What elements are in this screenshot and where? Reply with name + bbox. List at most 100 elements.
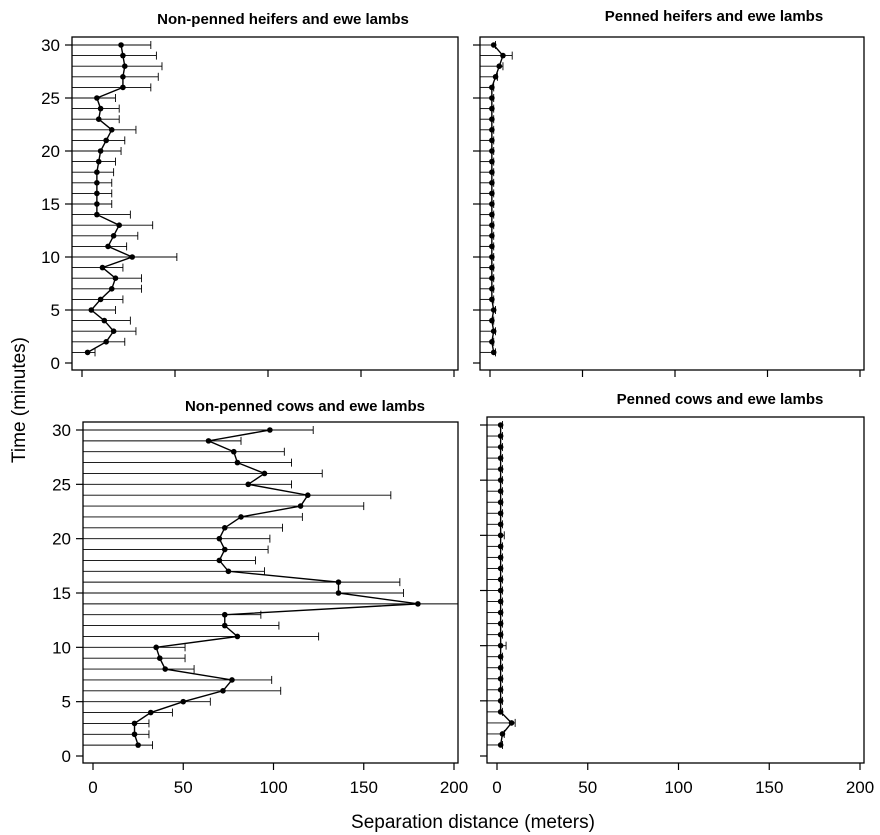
y-tick-label: 20 bbox=[52, 530, 71, 549]
y-tick-label: 0 bbox=[51, 354, 60, 373]
x-tick-label: 0 bbox=[492, 778, 501, 797]
data-point bbox=[489, 211, 495, 218]
data-point bbox=[497, 653, 504, 660]
data-point bbox=[103, 339, 109, 345]
data-point bbox=[221, 622, 228, 629]
data-point bbox=[153, 644, 159, 651]
data-point bbox=[88, 307, 95, 313]
data-point bbox=[489, 137, 495, 144]
data-point bbox=[120, 84, 126, 91]
data-point bbox=[489, 148, 495, 154]
data-point bbox=[216, 535, 223, 542]
data-point bbox=[497, 598, 504, 605]
data-point bbox=[497, 488, 504, 495]
data-point bbox=[497, 609, 504, 616]
data-point bbox=[116, 222, 122, 228]
data-point bbox=[238, 514, 244, 520]
data-point bbox=[129, 254, 136, 260]
data-point bbox=[84, 349, 91, 356]
series-line bbox=[87, 44, 135, 354]
data-point bbox=[221, 611, 228, 618]
plot-frame bbox=[479, 36, 865, 371]
x-tick-label: 150 bbox=[350, 778, 378, 797]
y-tick-label: 15 bbox=[52, 584, 71, 603]
data-point bbox=[490, 42, 497, 48]
data-point bbox=[489, 275, 495, 282]
y-tick-label: 25 bbox=[52, 475, 71, 494]
data-point bbox=[110, 328, 117, 335]
plot-frame bbox=[486, 416, 865, 764]
data-point bbox=[497, 642, 504, 649]
data-point bbox=[234, 633, 241, 640]
data-point bbox=[496, 63, 503, 69]
y-tick-label: 30 bbox=[52, 421, 71, 440]
panel-nonpenned-heifers: Non-penned heifers and ewe lambs 0 5 10 15 20… bbox=[41, 11, 459, 377]
data-point bbox=[297, 503, 304, 509]
data-point bbox=[108, 127, 115, 133]
data-point bbox=[497, 543, 504, 550]
data-point bbox=[162, 666, 168, 672]
data-point bbox=[489, 222, 495, 228]
data-point bbox=[489, 201, 495, 207]
data-point bbox=[497, 532, 504, 539]
data-point bbox=[267, 427, 273, 433]
data-point bbox=[497, 698, 504, 704]
data-point bbox=[216, 557, 223, 564]
panel-penned-cows: Penned cows and ewe lambs 0 50 100 150 200 bbox=[480, 391, 874, 797]
data-point bbox=[497, 422, 504, 428]
data-point bbox=[489, 105, 495, 112]
data-point bbox=[121, 63, 128, 69]
data-point bbox=[497, 709, 504, 715]
data-point bbox=[489, 127, 495, 133]
y-tick-label: 30 bbox=[41, 36, 60, 55]
x-tick-label: 50 bbox=[578, 778, 597, 797]
data-point bbox=[94, 190, 100, 197]
data-point bbox=[497, 444, 504, 450]
data-point bbox=[261, 470, 268, 477]
panel-penned-heifers: Penned heifers and ewe lambs bbox=[473, 8, 865, 377]
x-tick-label: 50 bbox=[174, 778, 193, 797]
plot-frame bbox=[71, 36, 459, 371]
data-point bbox=[490, 349, 497, 356]
x-tick-label: 200 bbox=[846, 778, 874, 797]
data-point bbox=[118, 42, 124, 48]
data-point bbox=[497, 742, 504, 748]
data-point bbox=[497, 687, 504, 693]
data-point bbox=[490, 328, 497, 335]
data-point bbox=[497, 499, 504, 506]
data-point bbox=[94, 95, 100, 101]
y-tick-label: 10 bbox=[41, 248, 60, 267]
data-point bbox=[94, 180, 100, 186]
data-point bbox=[489, 169, 495, 175]
data-point bbox=[415, 601, 421, 607]
data-point bbox=[225, 568, 232, 575]
data-point bbox=[335, 579, 342, 585]
data-point bbox=[105, 243, 111, 250]
data-point bbox=[508, 720, 515, 726]
series-line bbox=[133, 429, 418, 746]
data-point bbox=[131, 731, 138, 738]
panel-title: Penned cows and ewe lambs bbox=[617, 391, 824, 408]
data-point bbox=[120, 52, 126, 59]
x-tick-label: 0 bbox=[88, 778, 97, 797]
y-tick-label: 10 bbox=[52, 638, 71, 657]
data-point bbox=[147, 709, 154, 716]
data-point bbox=[221, 546, 228, 553]
panel-title: Non-penned cows and ewe lambs bbox=[185, 398, 425, 415]
x-tick-label: 150 bbox=[755, 778, 783, 797]
data-point bbox=[497, 433, 504, 439]
data-point bbox=[94, 201, 100, 207]
data-point bbox=[234, 459, 241, 466]
data-point bbox=[500, 52, 506, 59]
data-point bbox=[490, 307, 497, 313]
data-point bbox=[497, 554, 504, 561]
data-point bbox=[497, 620, 504, 627]
data-point bbox=[497, 675, 504, 682]
panel-title: Non-penned heifers and ewe lambs bbox=[157, 11, 409, 28]
data-point bbox=[497, 455, 504, 461]
y-tick-label: 25 bbox=[41, 89, 60, 108]
data-point bbox=[101, 317, 108, 324]
data-point bbox=[489, 243, 495, 250]
data-point bbox=[108, 286, 115, 292]
data-point bbox=[156, 655, 163, 661]
